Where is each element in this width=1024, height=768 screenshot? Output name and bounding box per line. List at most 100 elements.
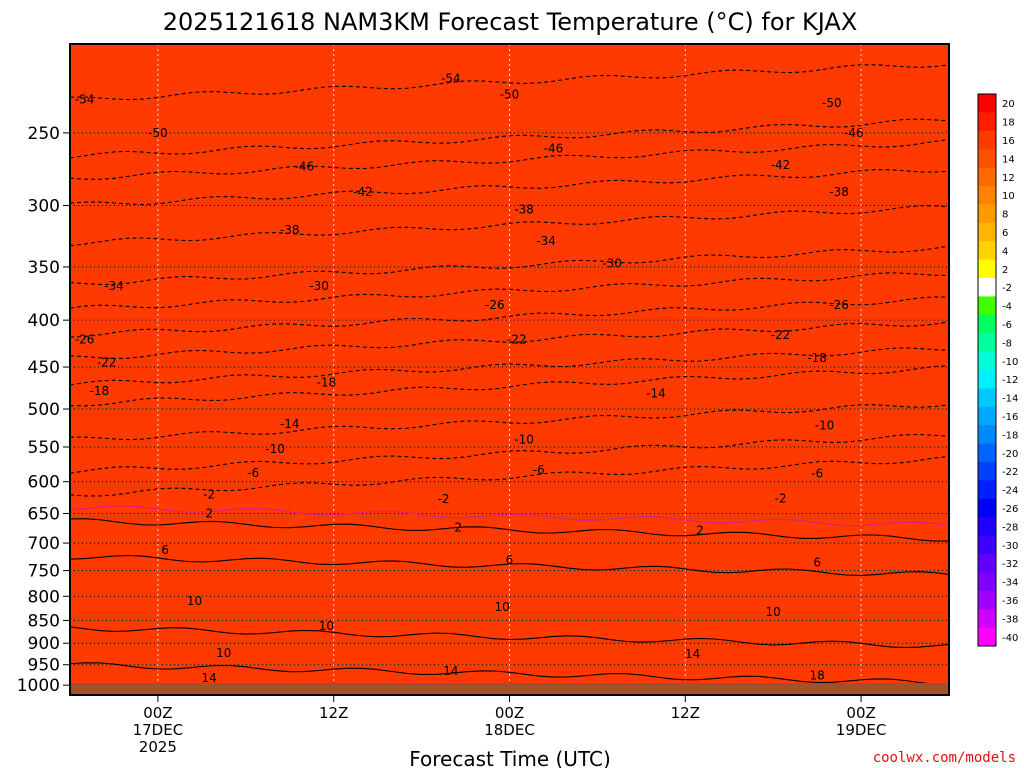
isotherm-line [70, 347, 949, 386]
colorbar-label: -32 [1002, 559, 1018, 570]
x-tick-label: 00Z [143, 704, 172, 722]
colorbar-cell [978, 149, 996, 169]
colorbar-cell [978, 443, 996, 463]
colorbar-label: -30 [1002, 541, 1018, 552]
colorbar-cell [978, 296, 996, 316]
colorbar-cell [978, 572, 996, 592]
y-tick-label: 850 [28, 611, 60, 631]
contour-label: 2 [454, 520, 462, 534]
x-tick-label: 18DEC [484, 721, 535, 739]
contour-label: 14 [685, 647, 700, 661]
isotherm-line [70, 365, 949, 407]
colorbar-label: -12 [1002, 375, 1018, 386]
chart-title: 2025121618 NAM3KM Forecast Temperature (… [163, 8, 858, 36]
contour-label: 2 [696, 523, 704, 537]
x-tick-label: 12Z [319, 704, 348, 722]
contour-label: -18 [89, 384, 109, 398]
contour-label: 10 [319, 619, 334, 633]
contour-label: -30 [309, 279, 329, 293]
colorbar-cell [978, 609, 996, 629]
contour-label: -38 [280, 223, 300, 237]
contour-label: -26 [485, 298, 505, 312]
grid-lines [70, 44, 949, 695]
contour-label: -22 [507, 333, 527, 347]
colorbar-cell [978, 370, 996, 389]
x-tick-label: 19DEC [836, 721, 887, 739]
x-tick-label: 12Z [671, 704, 700, 722]
colorbar-label: -38 [1002, 614, 1018, 625]
colorbar-label: 20 [1002, 99, 1015, 110]
contour-label: -2 [203, 488, 215, 502]
x-tick-label: 2025 [139, 738, 177, 756]
x-tick-label: 17DEC [133, 721, 184, 739]
colorbar-label: -28 [1002, 522, 1018, 533]
colorbar-label: -34 [1002, 578, 1018, 589]
y-tick-label: 950 [28, 656, 60, 676]
contour-label: 10 [766, 605, 781, 619]
colorbar-cell [978, 388, 996, 408]
colorbar-cell [978, 406, 996, 426]
colorbar-label: -8 [1002, 338, 1012, 349]
colorbar-label: 6 [1002, 228, 1008, 239]
contour-label: -22 [771, 328, 791, 342]
colorbar-cell [978, 186, 996, 205]
contour-label: -26 [829, 298, 849, 312]
y-tick-label: 600 [28, 473, 60, 493]
contour-label: -38 [829, 185, 849, 199]
y-tick-label: 1000 [17, 676, 60, 696]
contour-label: -10 [815, 418, 835, 432]
y-tick-label: 300 [28, 197, 60, 217]
y-tick-label: 500 [28, 400, 60, 420]
contour-label: -46 [844, 126, 864, 140]
isotherm-line [70, 662, 949, 686]
contour-label: 10 [187, 594, 202, 608]
colorbar-cell [978, 278, 996, 297]
contour-label: 2 [205, 507, 213, 521]
contour-label: 6 [813, 556, 821, 570]
colorbar-cell [978, 480, 996, 500]
isotherm-line [70, 455, 949, 497]
y-tick-label: 800 [28, 587, 60, 607]
colorbar-cell [978, 167, 996, 187]
y-tick-label: 250 [28, 124, 60, 144]
colorbar-cell [978, 554, 996, 573]
contour-label: -46 [295, 159, 315, 173]
y-tick-label: 400 [28, 311, 60, 331]
contour-label: -46 [544, 142, 564, 156]
colorbar-label: -16 [1002, 412, 1018, 423]
isotherm-line [70, 118, 949, 159]
colorbar-cell [978, 462, 996, 481]
colorbar-label: 12 [1002, 173, 1015, 184]
contour-label: 6 [506, 553, 514, 567]
colorbar-cell [978, 94, 996, 113]
isotherm-line [70, 626, 949, 649]
contour-label: -6 [811, 467, 823, 481]
colorbar-label: -6 [1002, 320, 1012, 331]
contour-label: -10 [265, 442, 285, 456]
colorbar-frame [977, 93, 997, 647]
isotherm-line [70, 64, 949, 101]
isotherm-line [70, 433, 949, 474]
colorbar-label: -2 [1002, 283, 1012, 294]
colorbar-label: 10 [1002, 191, 1015, 202]
colorbar-cell [978, 498, 996, 518]
contour-label: -6 [247, 466, 259, 480]
colorbar-label: 14 [1002, 154, 1015, 165]
colorbar-cell [978, 241, 996, 261]
contour-label: -2 [775, 492, 787, 506]
y-tick-label: 650 [28, 505, 60, 525]
colorbar-cell [978, 204, 996, 224]
colorbar-label: -20 [1002, 449, 1018, 460]
colorbar-label: -36 [1002, 596, 1018, 607]
colorbar-label: -22 [1002, 467, 1018, 478]
colorbar-cell [978, 590, 996, 610]
contour-label: 14 [443, 664, 458, 678]
colorbar-label: -10 [1002, 357, 1018, 368]
contour-label: -50 [500, 87, 520, 101]
isotherm-line [70, 518, 949, 542]
isotherm-line [70, 554, 949, 576]
isotherm-line [70, 139, 949, 180]
plot-area: -54 -54 -50 -50 -50 -46 -46 -46 -42 -42 -38 -38 -38 -… [70, 44, 949, 695]
